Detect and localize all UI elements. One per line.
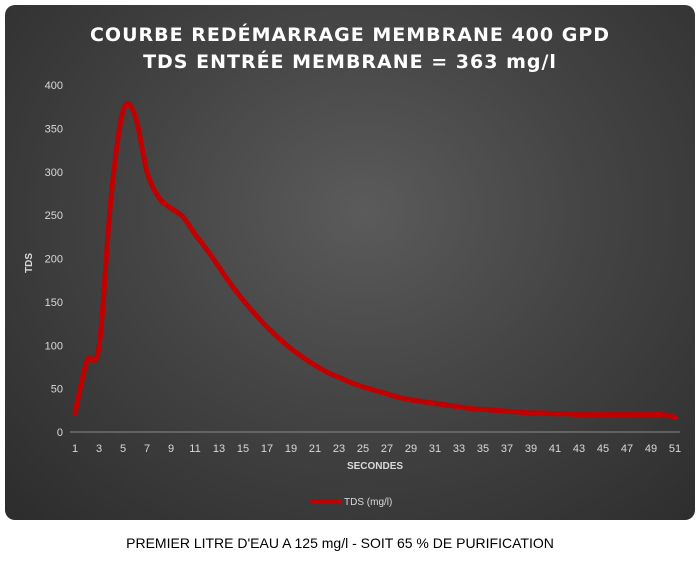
x-tick-label: 33 [453,443,465,455]
x-tick-label: 23 [333,443,345,455]
chart-title-line-1: COURBE REDÉMARRAGE MEMBRANE 400 GPD [90,23,610,46]
x-tick-label: 47 [621,443,633,455]
x-tick-label: 27 [381,443,393,455]
x-tick-label: 29 [405,443,417,455]
y-tick-label: 300 [45,167,63,179]
legend-label-tds: TDS (mg/l) [344,497,392,508]
x-tick-label: 17 [261,443,273,455]
x-tick-label: 31 [429,443,441,455]
legend: TDS (mg/l) [310,497,392,508]
y-tick-label: 350 [45,123,63,135]
x-tick-label: 37 [501,443,513,455]
x-tick-label: 9 [168,443,174,455]
y-tick-label: 250 [45,210,63,222]
x-tick-label: 21 [309,443,321,455]
x-tick-label: 41 [549,443,561,455]
x-tick-label: 13 [213,443,225,455]
x-tick-label: 43 [573,443,585,455]
y-axis-title: TDS [24,253,35,273]
x-axis-title: SECONDES [347,461,403,472]
x-tick-label: 15 [237,443,249,455]
tds-series-line [72,101,678,420]
x-tick-label: 45 [597,443,609,455]
x-tick-label: 25 [357,443,369,455]
x-axis-ticks: 1 3 5 7 9 11 13 15 17 19 21 23 25 27 29 31 33 35 37 39 41 43 4… [72,443,681,455]
x-tick-label: 35 [477,443,489,455]
y-tick-label: 200 [45,254,63,266]
y-tick-label: 50 [51,384,63,396]
x-tick-label: 7 [144,443,150,455]
tds-line-chart: COURBE REDÉMARRAGE MEMBRANE 400 GPD TDS … [24,23,681,508]
x-tick-label: 39 [525,443,537,455]
x-tick-label: 3 [96,443,102,455]
x-tick-label: 1 [72,443,78,455]
y-tick-label: 0 [57,427,63,439]
x-tick-label: 11 [189,443,200,455]
y-tick-label: 400 [45,80,63,92]
x-tick-label: 19 [285,443,297,455]
y-tick-label: 100 [45,340,63,352]
x-tick-label: 49 [645,443,657,455]
y-axis-ticks: 0 50 100 150 200 250 300 350 400 [45,80,63,439]
chart-panel: COURBE REDÉMARRAGE MEMBRANE 400 GPD TDS … [5,5,695,520]
chart-title-line-2: TDS ENTRÉE MEMBRANE = 363 mg/l [143,50,557,73]
x-tick-label: 5 [120,443,126,455]
y-tick-label: 150 [45,297,63,309]
x-tick-label: 51 [669,443,681,455]
caption-text: PREMIER LITRE D'EAU A 125 mg/l - SOIT 65… [126,535,554,551]
